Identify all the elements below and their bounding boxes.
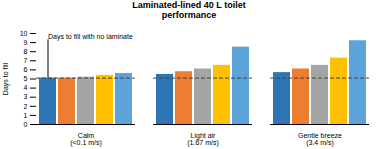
svg-text:8: 8 xyxy=(24,48,28,55)
svg-text:2: 2 xyxy=(24,102,28,109)
svg-text:Gentle breeze(3.4 m/s): Gentle breeze(3.4 m/s) xyxy=(298,132,342,147)
svg-text:4: 4 xyxy=(24,84,28,91)
svg-text:Days to fill with no laminate: Days to fill with no laminate xyxy=(48,33,133,41)
html-text:Laminated-lined 40 L toilet pe: Laminated-lined 40 L toilet performance xyxy=(132,0,246,20)
svg-text:5: 5 xyxy=(24,75,28,82)
svg-text:1: 1 xyxy=(24,111,28,118)
svg-text:0: 0 xyxy=(24,121,28,128)
svg-text:Calm(<0.1 m/s): Calm(<0.1 m/s) xyxy=(70,132,102,147)
svg-text:7: 7 xyxy=(24,57,28,64)
svg-text:10: 10 xyxy=(20,30,28,37)
svg-text:6: 6 xyxy=(24,66,28,73)
svg-text:9: 9 xyxy=(24,39,28,46)
svg-text:Light air(1.67 m/s): Light air(1.67 m/s) xyxy=(187,132,219,147)
svg-text:3: 3 xyxy=(24,93,28,100)
svg-text:Days to fill: Days to fill xyxy=(2,62,10,95)
